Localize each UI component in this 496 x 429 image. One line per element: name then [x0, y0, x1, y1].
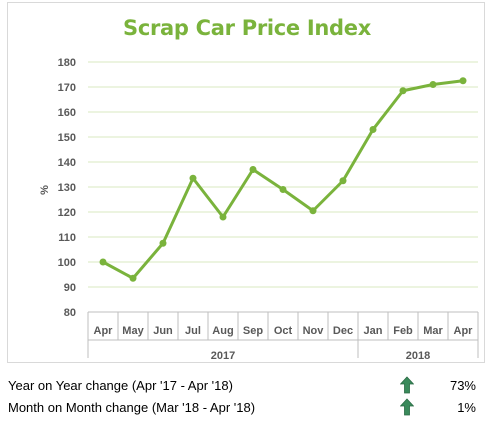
y-tick-label: 120	[58, 207, 76, 219]
mom-value: 1%	[457, 400, 476, 415]
x-tick-label: Sep	[243, 325, 263, 337]
yoy-label: Year on Year change (Apr '17 - Apr '18)	[8, 378, 233, 393]
x-tick-label: Jan	[364, 325, 383, 337]
x-tick-label: Feb	[393, 325, 413, 337]
mom-label: Month on Month change (Mar '18 - Apr '18…	[8, 400, 256, 415]
x-tick-label: Nov	[303, 325, 325, 337]
mom-stat-row: Month on Month change (Mar '18 - Apr '18…	[8, 398, 478, 418]
up-arrow-icon	[400, 376, 414, 394]
y-axis-label: %	[39, 185, 51, 195]
x-tick-label: May	[122, 325, 144, 337]
yoy-stat-row: Year on Year change (Apr '17 - Apr '18) …	[8, 376, 478, 396]
x-tick-label: Aug	[212, 325, 233, 337]
y-tick-label: 140	[58, 157, 76, 169]
data-point	[129, 274, 137, 282]
data-point	[399, 87, 407, 95]
data-point	[459, 77, 467, 85]
data-point	[369, 126, 377, 133]
y-tick-label: 130	[58, 182, 76, 194]
y-tick-label: 160	[58, 107, 76, 119]
year-group-label: 2017	[211, 350, 235, 362]
year-group-label: 2018	[406, 350, 430, 362]
data-point	[189, 174, 197, 182]
x-tick-label: Oct	[274, 325, 293, 337]
x-tick-label: Jul	[185, 325, 201, 337]
series-line	[102, 79, 464, 280]
y-tick-label: 110	[58, 232, 76, 244]
data-point	[279, 186, 287, 193]
data-point	[339, 177, 347, 185]
data-point	[99, 258, 107, 266]
up-arrow-icon	[400, 398, 414, 416]
data-point	[249, 166, 257, 173]
x-tick-label: Dec	[333, 325, 353, 337]
chart-title: Scrap Car Price Index	[123, 16, 372, 40]
data-point	[309, 207, 317, 215]
data-point	[429, 81, 437, 88]
y-tick-label: 170	[58, 82, 76, 94]
x-tick-label: Jun	[153, 325, 173, 337]
x-tick-label: Mar	[423, 325, 443, 337]
y-tick-label: 180	[58, 57, 76, 69]
y-tick-label: 90	[64, 282, 76, 294]
y-tick-label: 150	[58, 132, 76, 144]
line-chart: Scrap Car Price Index 80 90 100 110 120 130 14…	[39, 16, 479, 362]
x-tick-label: Apr	[454, 325, 474, 337]
chart-frame: Scrap Car Price Index 80 90 100 110 120 130 14…	[7, 2, 485, 363]
yoy-value: 73%	[449, 378, 476, 393]
data-point	[159, 239, 167, 247]
data-point	[219, 213, 227, 221]
y-tick-label: 100	[58, 257, 76, 269]
x-tick-label: Apr	[94, 325, 114, 337]
y-tick-label: 80	[64, 307, 76, 319]
